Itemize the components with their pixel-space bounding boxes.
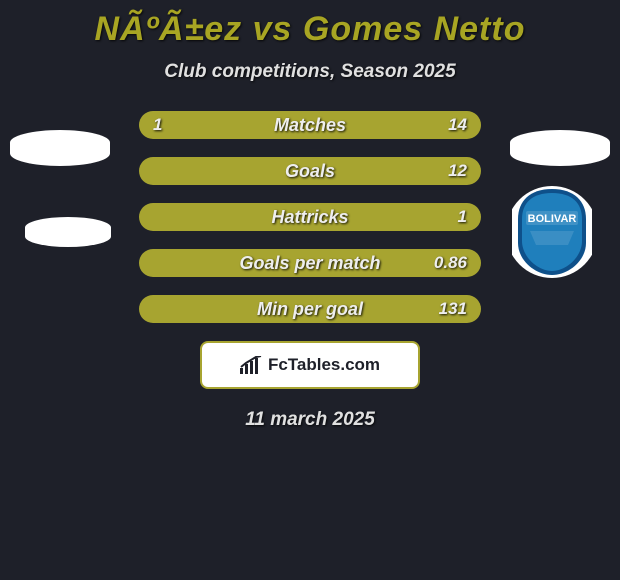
badge-text: BOLIVAR xyxy=(528,213,577,225)
stat-row: Hattricks1 xyxy=(139,203,481,231)
stat-right-value: 131 xyxy=(439,299,467,319)
stat-label: Hattricks xyxy=(139,207,481,228)
stats-container: 1Matches14Goals12Hattricks1Goals per mat… xyxy=(139,83,481,323)
stat-row: Goals12 xyxy=(139,157,481,185)
club-left xyxy=(18,182,118,282)
avatar-placeholder-left xyxy=(10,130,110,166)
stat-label: Min per goal xyxy=(139,299,481,320)
club-badge-bolivar: BOLIVAR xyxy=(512,185,592,279)
brand-text: FcTables.com xyxy=(268,355,380,375)
avatar-placeholder-right xyxy=(510,130,610,166)
stat-row: 1Matches14 xyxy=(139,111,481,139)
stat-row: Goals per match0.86 xyxy=(139,249,481,277)
stat-right-value: 12 xyxy=(448,161,467,181)
chart-icon xyxy=(240,356,262,374)
stat-right-value: 14 xyxy=(448,115,467,135)
stat-label: Matches xyxy=(139,115,481,136)
page-title: NÃºÃ±ez vs Gomes Netto xyxy=(0,10,620,49)
stat-label: Goals xyxy=(139,161,481,182)
stat-right-value: 0.86 xyxy=(434,253,467,273)
date-text: 11 march 2025 xyxy=(0,409,620,431)
club-placeholder-left xyxy=(25,217,111,247)
brand-box: FcTables.com xyxy=(200,341,420,389)
stat-label: Goals per match xyxy=(139,253,481,274)
stat-right-value: 1 xyxy=(458,207,467,227)
stat-left-value: 1 xyxy=(153,115,162,135)
page-subtitle: Club competitions, Season 2025 xyxy=(0,61,620,83)
stat-row: Min per goal131 xyxy=(139,295,481,323)
club-right: BOLIVAR xyxy=(502,182,602,282)
